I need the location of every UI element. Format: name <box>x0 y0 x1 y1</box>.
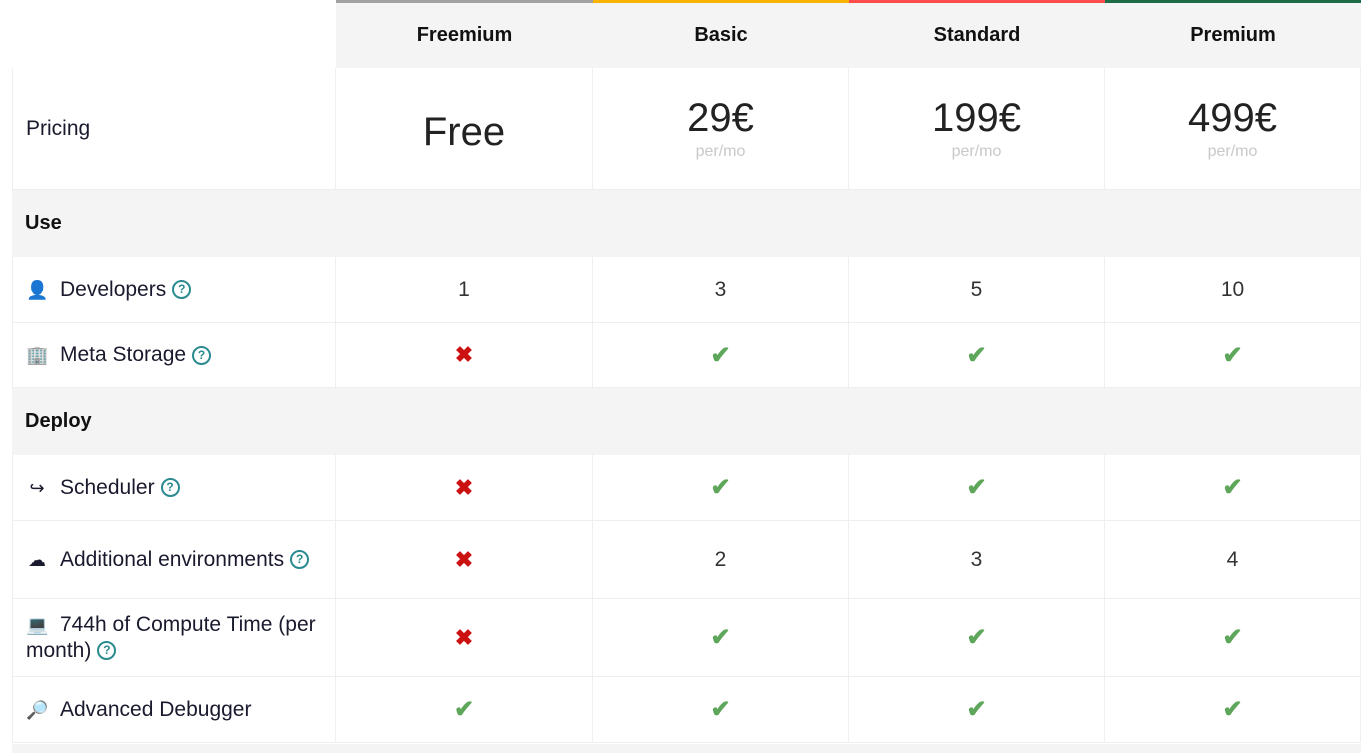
feature-value-standard: ✔ <box>849 599 1105 677</box>
person-icon: 👤 <box>26 279 49 300</box>
check-icon: ✔ <box>710 341 731 369</box>
feature-label-wrap: ☁ Additional environments? <box>26 547 310 573</box>
check-icon: ✔ <box>710 624 731 651</box>
price-amount: Free <box>422 110 506 154</box>
plan-header-standard: Standard <box>849 0 1105 68</box>
cross-icon: ✖ <box>454 342 474 367</box>
feature-value-basic: ✔ <box>593 677 849 743</box>
building-icon: 🏢 <box>26 345 49 365</box>
price-amount: 29€ <box>687 96 754 140</box>
feature-name: Advanced Debugger <box>60 697 252 721</box>
section-header-deploy: Deploy <box>12 388 1361 455</box>
feature-value-freemium: ✖ <box>336 599 593 677</box>
feature-value: 3 <box>970 547 983 571</box>
check-icon: ✔ <box>710 474 731 501</box>
help-icon[interactable]: ? <box>97 641 117 661</box>
help-icon[interactable]: ? <box>160 478 180 498</box>
plan-header-basic: Basic <box>593 0 849 68</box>
magnifier-icon: 🔎 <box>26 699 49 720</box>
feature-name: Scheduler <box>60 475 155 499</box>
pricing-label: Pricing <box>12 68 336 190</box>
check-icon: ✔ <box>1222 696 1243 723</box>
cross-icon: ✖ <box>454 546 474 572</box>
feature-value-freemium: ✖ <box>336 455 593 521</box>
help-icon[interactable]: ? <box>172 280 192 300</box>
feature-value-premium: ✔ <box>1105 323 1361 388</box>
feature-name: Meta Storage <box>60 343 187 366</box>
pricing-table: Freemium Basic Standard Premium Pricing Free 2… <box>12 0 1361 743</box>
plan-header-freemium: Freemium <box>336 0 593 68</box>
plan-header-premium: Premium <box>1105 0 1361 68</box>
pricing-label-text: Pricing <box>26 116 91 140</box>
feature-label-wrap: ↪ Scheduler? <box>26 475 180 501</box>
table-footer <box>12 744 1361 753</box>
feature-value-premium: ✔ <box>1105 677 1361 743</box>
feature-value: 4 <box>1226 547 1239 571</box>
price-period: per/mo <box>695 143 746 160</box>
feature-value: 2 <box>714 547 727 571</box>
feature-name: Additional environments <box>60 547 285 571</box>
check-icon: ✔ <box>710 696 731 723</box>
feature-value: 5 <box>970 277 983 301</box>
feature-value-standard: ✔ <box>849 323 1105 388</box>
feature-label-wrap: 👤 Developers? <box>26 277 192 303</box>
price-cell: 199€ per/mo <box>849 68 1105 190</box>
price-amount: 199€ <box>932 96 1021 140</box>
feature-label: 🏢 Meta Storage? <box>12 323 336 388</box>
feature-label: 🔎 Advanced Debugger <box>12 677 336 743</box>
feature-label-wrap: 🏢 Meta Storage? <box>26 342 212 368</box>
price-cell: Free <box>336 68 593 190</box>
section-header-use: Use <box>12 190 1361 257</box>
check-icon: ✔ <box>966 696 987 723</box>
cross-icon: ✖ <box>454 624 474 650</box>
feature-value-standard: 3 <box>849 521 1105 599</box>
check-icon: ✔ <box>966 624 987 651</box>
feature-value-standard: 5 <box>849 257 1105 323</box>
header-empty <box>12 0 336 68</box>
arrow-loop-icon: ↪ <box>29 477 45 498</box>
feature-label: 💻 744h of Compute Time (per month)? <box>12 599 336 677</box>
price-amount: 499€ <box>1188 96 1277 140</box>
feature-label-wrap: 💻 744h of Compute Time (per month)? <box>26 612 335 664</box>
feature-name: Developers <box>60 277 167 301</box>
feature-label: ↪ Scheduler? <box>12 455 336 521</box>
feature-label: ☁ Additional environments? <box>12 521 336 599</box>
check-icon: ✔ <box>453 696 475 723</box>
feature-label-wrap: 🔎 Advanced Debugger <box>26 697 251 723</box>
feature-value-basic: ✔ <box>593 599 849 677</box>
feature-value: 10 <box>1220 277 1245 301</box>
check-icon: ✔ <box>1222 341 1243 369</box>
feature-value-premium: ✔ <box>1105 455 1361 521</box>
feature-value-basic: ✔ <box>593 323 849 388</box>
feature-value-freemium: ✔ <box>336 677 593 743</box>
feature-value-premium: 10 <box>1105 257 1361 323</box>
cloud-icon: ☁ <box>28 549 46 570</box>
feature-label: 👤 Developers? <box>12 257 336 323</box>
help-icon[interactable]: ? <box>290 550 310 570</box>
feature-value-freemium: ✖ <box>336 323 593 388</box>
price-period: per/mo <box>1207 143 1258 160</box>
feature-value-standard: ✔ <box>849 455 1105 521</box>
feature-value-basic: 3 <box>593 257 849 323</box>
price-cell: 29€ per/mo <box>593 68 849 190</box>
laptop-icon: 💻 <box>26 614 49 635</box>
cross-icon: ✖ <box>454 474 474 500</box>
price-cell: 499€ per/mo <box>1105 68 1361 190</box>
help-icon[interactable]: ? <box>192 345 212 365</box>
price-period: per/mo <box>951 143 1002 160</box>
feature-value-freemium: 1 <box>336 257 593 323</box>
feature-value-standard: ✔ <box>849 677 1105 743</box>
feature-value: 1 <box>458 277 470 301</box>
check-icon: ✔ <box>1222 624 1243 651</box>
check-icon: ✔ <box>966 341 987 369</box>
feature-value: 3 <box>714 277 727 301</box>
feature-value-premium: 4 <box>1105 521 1361 599</box>
check-icon: ✔ <box>966 474 987 501</box>
feature-name: 744h of Compute Time (per month) <box>26 612 316 662</box>
feature-value-basic: 2 <box>593 521 849 599</box>
feature-value-freemium: ✖ <box>336 521 593 599</box>
feature-value-basic: ✔ <box>593 455 849 521</box>
feature-value-premium: ✔ <box>1105 599 1361 677</box>
check-icon: ✔ <box>1222 474 1243 501</box>
